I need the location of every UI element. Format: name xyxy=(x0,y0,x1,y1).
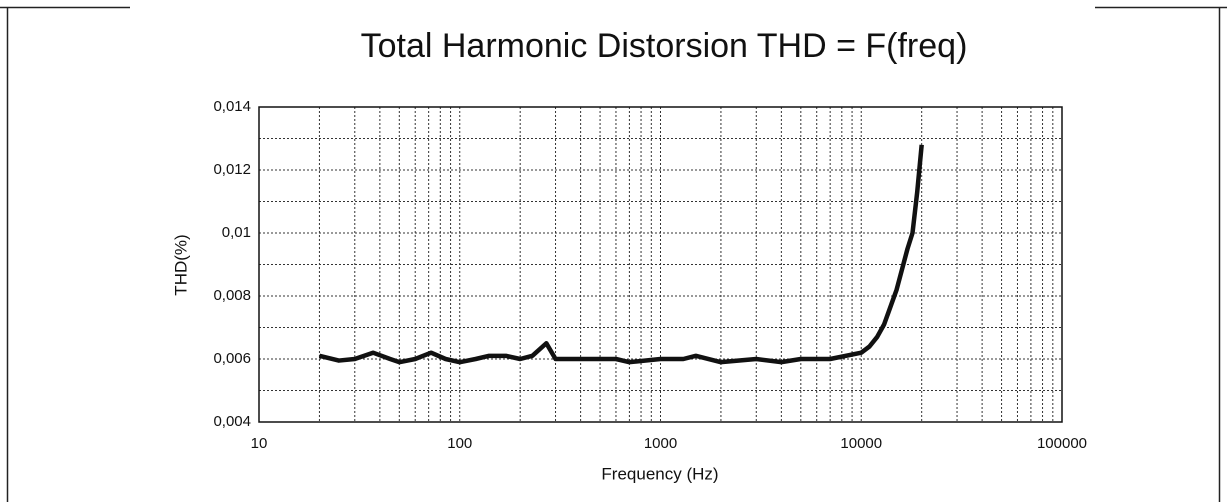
y-tick-label: 0,01 xyxy=(222,224,251,241)
x-tick-label: 1000 xyxy=(644,435,677,452)
y-tick-label: 0,006 xyxy=(213,350,251,367)
plot-border xyxy=(258,106,1063,423)
chart-title: Total Harmonic Distorsion THD = F(freq) xyxy=(361,27,968,65)
x-axis-label: Frequency (Hz) xyxy=(601,464,718,483)
y-tick-label: 0,008 xyxy=(213,287,251,304)
data-line xyxy=(318,144,924,365)
y-tick-label: 0,004 xyxy=(213,413,251,430)
frame xyxy=(0,6,1227,502)
x-tick-label: 100 xyxy=(447,435,472,452)
x-tick-label: 10 xyxy=(251,435,268,452)
y-axis-label: THD(%) xyxy=(171,234,190,295)
x-tick-label: 10000 xyxy=(840,435,882,452)
x-tick-label: 100000 xyxy=(1037,435,1087,452)
y-tick-label: 0,014 xyxy=(213,98,251,115)
y-tick-label: 0,012 xyxy=(213,161,251,178)
